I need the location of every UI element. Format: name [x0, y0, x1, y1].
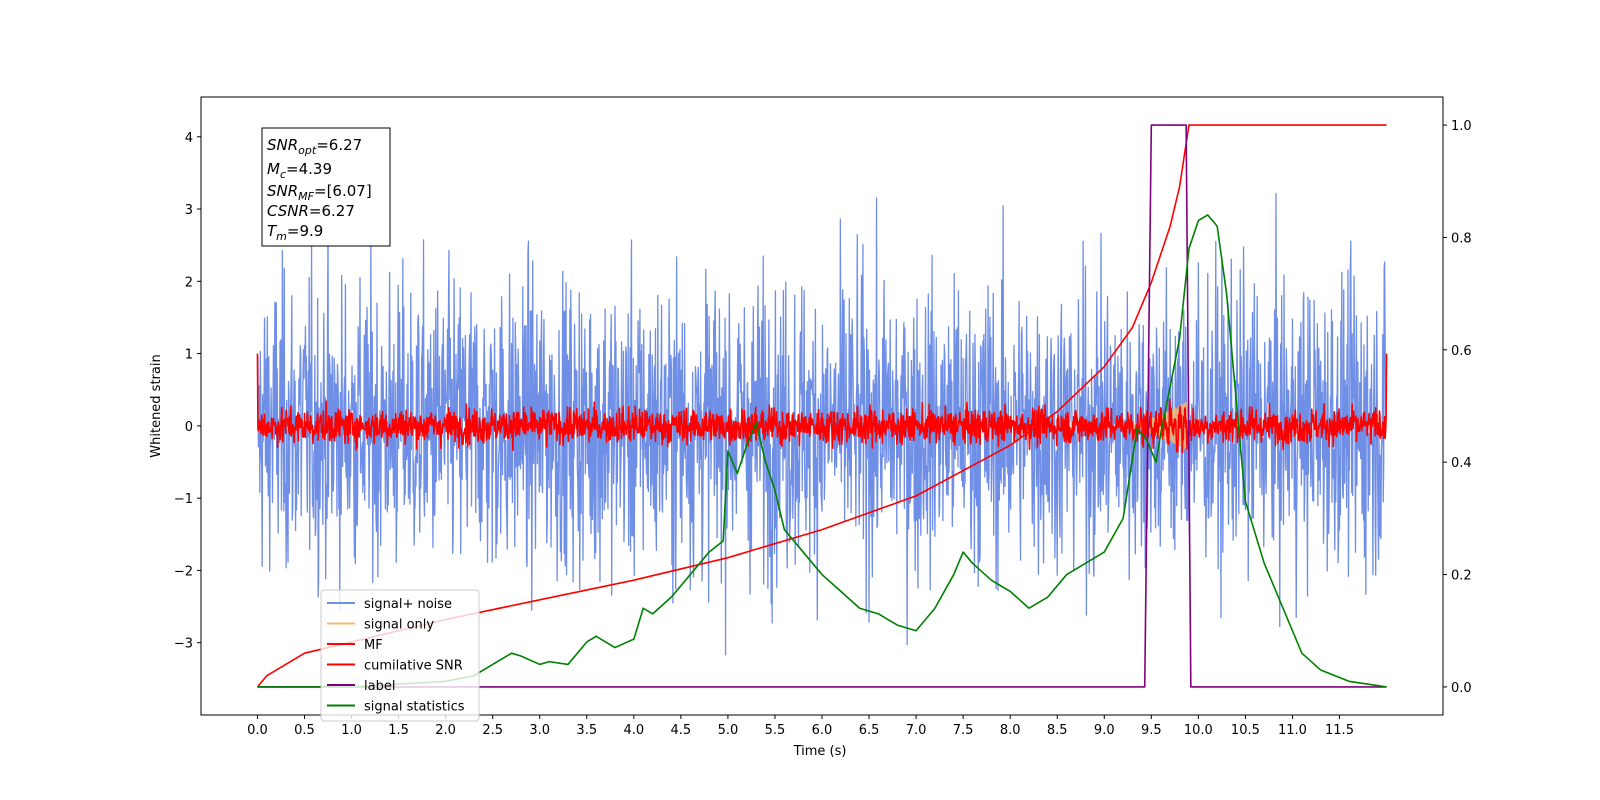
- legend: signal+ noise signal only MF cumilative SNR…: [320, 589, 480, 722]
- x-tick-label: 7.0: [906, 723, 927, 738]
- annotation-csnr: CSNR=6.27: [267, 202, 355, 220]
- legend-label: signal statistics: [364, 700, 465, 715]
- x-tick-label: 10.0: [1184, 723, 1213, 738]
- y-tick-label: 4: [185, 131, 193, 146]
- y-right-tick-label: 0.0: [1451, 681, 1472, 696]
- x-tick-label: 10.5: [1231, 723, 1260, 738]
- y-tick-label: −3: [174, 637, 193, 652]
- series-line-2: [256, 353, 1388, 454]
- legend-label: signal only: [364, 618, 434, 633]
- x-tick-label: 2.0: [435, 723, 456, 738]
- x-tick-label: 3.0: [529, 723, 550, 738]
- legend-label: MF: [364, 638, 383, 653]
- x-tick-label: 2.5: [482, 723, 503, 738]
- legend-label: signal+ noise: [364, 597, 452, 612]
- series-line-0: [256, 192, 1388, 656]
- axes-layer: 0.0 0.5 1.0 1.5 2.0 2.5 3.0 3.5 4.0 4.5 5.0 5.5 6.0 6…: [174, 119, 1472, 738]
- x-tick-label: 6.0: [812, 723, 833, 738]
- series-line-5: [257, 214, 1387, 688]
- y-tick-label: 1: [185, 348, 193, 363]
- x-axis-label: Time (s): [793, 744, 847, 759]
- y-right-tick-label: 0.8: [1451, 231, 1472, 246]
- x-tick-label: 0.5: [294, 723, 315, 738]
- x-tick-label: 4.5: [671, 723, 692, 738]
- y-tick-label: 2: [185, 275, 193, 290]
- legend-label: label: [364, 679, 395, 694]
- x-tick-label: 11.0: [1278, 723, 1307, 738]
- x-tick-label: 7.5: [953, 723, 974, 738]
- series-line-4: [257, 124, 1387, 688]
- y-right-tick-label: 0.4: [1451, 456, 1472, 471]
- annotation-box: SNRopt=6.27 Mc=4.39 SNRMF=[6.07] CSNR=6.…: [261, 127, 391, 247]
- annotation-snr-mf: SNRMF=[6.07]: [267, 182, 372, 203]
- x-tick-label: 0.0: [247, 723, 268, 738]
- x-tick-label: 8.5: [1047, 723, 1068, 738]
- legend-frame: [320, 589, 480, 722]
- x-tick-label: 5.0: [718, 723, 739, 738]
- x-tick-label: 6.5: [859, 723, 880, 738]
- x-tick-label: 9.5: [1141, 723, 1162, 738]
- y-tick-label: 0: [185, 420, 193, 435]
- y-tick-label: −2: [174, 564, 193, 579]
- annotation-tm: Tm=9.9: [267, 222, 323, 243]
- x-tick-label: 11.5: [1325, 723, 1354, 738]
- annotation-mc: Mc=4.39: [267, 160, 332, 181]
- annotation-snr-opt: SNRopt=6.27: [267, 136, 362, 157]
- y-axis-label: Whitened strain: [149, 354, 164, 457]
- y-tick-label: −1: [174, 492, 193, 507]
- x-tick-label: 3.5: [576, 723, 597, 738]
- x-tick-label: 1.0: [341, 723, 362, 738]
- x-tick-label: 4.0: [623, 723, 644, 738]
- annotation-frame: [261, 127, 391, 247]
- x-tick-label: 5.5: [765, 723, 786, 738]
- legend-label: cumilative SNR: [364, 659, 463, 674]
- y-tick-label: 3: [185, 203, 193, 218]
- x-tick-label: 9.0: [1094, 723, 1115, 738]
- x-tick-label: 1.5: [388, 723, 409, 738]
- y-right-tick-label: 1.0: [1451, 119, 1472, 134]
- x-tick-label: 8.0: [1000, 723, 1021, 738]
- y-right-tick-label: 0.2: [1451, 569, 1472, 584]
- y-right-tick-label: 0.6: [1451, 344, 1472, 359]
